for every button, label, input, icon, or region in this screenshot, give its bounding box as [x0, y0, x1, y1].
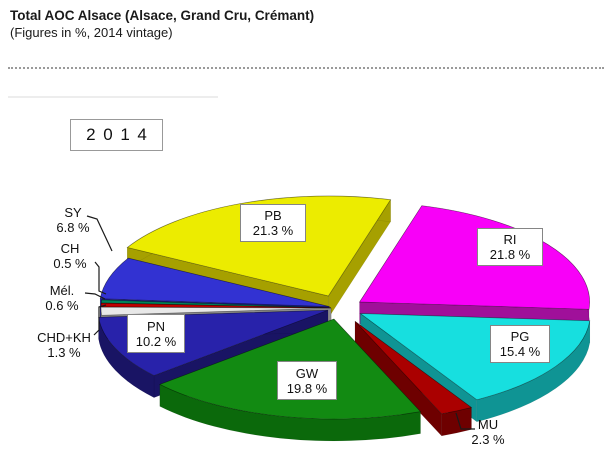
slice-label-pg: PG 15.4 %: [490, 325, 550, 363]
slice-label-pn: PN 10.2 %: [127, 314, 185, 353]
chart-title: Total AOC Alsace (Alsace, Grand Cru, Cré…: [10, 8, 315, 23]
pie-slice-pb: [126, 195, 392, 297]
slice-label-line: 6.8 %: [56, 220, 90, 235]
pie-slice-ri: [358, 205, 590, 310]
slice-label-line: GW: [295, 365, 319, 381]
slice-label-mu: MU 2.3 %: [460, 417, 516, 447]
faint-separator: [8, 96, 218, 98]
leader-line-ch: [94, 261, 107, 295]
leader-line-m-l: [84, 292, 106, 300]
pie-slice-sy: [99, 257, 330, 307]
slice-label-line: 0.5 %: [53, 256, 87, 271]
dotted-separator: [8, 67, 604, 69]
slice-label-gw: GW 19.8 %: [277, 361, 337, 400]
leader-line-sy: [86, 215, 113, 252]
year-label: 2014: [86, 125, 155, 144]
slice-label-line: 21.3 %: [252, 223, 294, 238]
slice-label-line: 19.8 %: [286, 380, 328, 396]
slice-label-line: CHD+KH: [37, 330, 91, 345]
leader-line-chd-kh: [93, 304, 107, 336]
slice-label-line: RI: [503, 232, 517, 247]
slice-label-line: PB: [264, 208, 282, 223]
year-label-box: 2014: [70, 119, 163, 151]
slice-label-m-l: Mél. 0.6 %: [34, 283, 90, 313]
chart-subtitle: (Figures in %, 2014 vintage): [10, 25, 173, 40]
slice-label-line: 1.3 %: [47, 345, 81, 360]
pie-slice-ch: [100, 299, 332, 309]
pie-slice-mu: [354, 321, 473, 415]
slice-label-line: PN: [146, 318, 166, 334]
slice-label-sy: SY 6.8 %: [46, 205, 100, 235]
pie-slice-chd-kh: [100, 306, 332, 316]
slice-label-chd-kh: CHD+KH 1.3 %: [26, 330, 102, 360]
slice-label-pb: PB 21.3 %: [240, 204, 306, 242]
slice-label-line: 21.8 %: [489, 247, 531, 262]
slice-label-line: 0.6 %: [45, 298, 79, 313]
slice-label-line: CH: [60, 241, 80, 256]
leader-line-mu: [455, 412, 475, 430]
slice-label-ri: RI 21.8 %: [477, 228, 543, 266]
slice-label-line: 15.4 %: [499, 344, 541, 359]
slice-label-line: 10.2 %: [135, 333, 177, 349]
slice-label-line: Mél.: [49, 283, 75, 298]
slice-label-ch: CH 0.5 %: [42, 241, 98, 271]
slice-label-line: PG: [510, 329, 530, 344]
slice-label-line: 2.3 %: [471, 432, 505, 447]
slice-label-line: SY: [64, 205, 82, 220]
slice-label-line: MU: [477, 417, 499, 432]
